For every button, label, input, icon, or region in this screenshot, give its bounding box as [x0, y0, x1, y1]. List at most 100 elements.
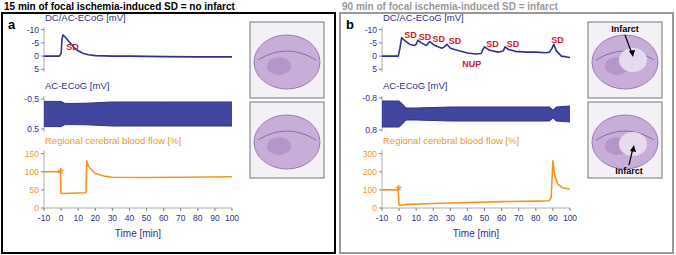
- x-tick: [501, 208, 502, 211]
- x-tick-label: 100: [563, 213, 577, 223]
- y-tick-label: 150: [25, 149, 39, 159]
- x-tick: [382, 208, 383, 211]
- y-tick: [41, 99, 44, 100]
- x-tick-label: 60: [159, 213, 169, 223]
- x-tick-label: -10: [376, 213, 389, 223]
- y-tick-label: -5: [31, 38, 39, 48]
- brain-slice: [592, 35, 658, 89]
- x-tick-label: 10: [411, 213, 421, 223]
- y-tick: [41, 69, 44, 70]
- panel-letter: b: [346, 17, 354, 32]
- y-tick-label: -0.8: [362, 93, 377, 103]
- x-tick-label: 50: [142, 213, 152, 223]
- x-tick-label: 40: [125, 213, 135, 223]
- y-tick: [379, 153, 382, 154]
- annotation: *: [396, 181, 402, 198]
- plot-area: [44, 161, 232, 194]
- brain-slice: [254, 35, 320, 89]
- x-axis: [44, 208, 232, 209]
- x-tick: [399, 208, 400, 211]
- y-tick: [379, 98, 382, 99]
- trace-line: [44, 161, 232, 194]
- y-axis: [44, 150, 45, 208]
- y-tick: [41, 56, 44, 57]
- y-tick: [379, 171, 382, 172]
- panel-letter: a: [8, 17, 16, 32]
- x-tick-label: 100: [225, 213, 239, 223]
- x-tick: [570, 208, 571, 211]
- y-tick: [41, 29, 44, 30]
- x-tick-label: 60: [497, 213, 507, 223]
- figure: 15 min of focal ischemia-induced SD = no…: [0, 0, 676, 255]
- x-axis: [382, 208, 570, 209]
- x-tick: [535, 208, 536, 211]
- y-axis: [382, 27, 383, 72]
- x-tick: [44, 208, 45, 211]
- x-tick: [433, 208, 434, 211]
- x-axis-label: Time [min]: [115, 228, 162, 239]
- x-tick-label: 20: [91, 213, 101, 223]
- y-axis: [44, 27, 45, 72]
- ac-band: [382, 101, 570, 127]
- axis-label: Regional cerebral blood flow [%]: [45, 135, 181, 146]
- y-tick-label: 100: [363, 185, 377, 195]
- y-tick-label: 200: [363, 167, 377, 177]
- brain-slice: [592, 115, 658, 169]
- plot-area: [382, 101, 570, 127]
- x-tick-label: 30: [446, 213, 456, 223]
- y-tick: [379, 69, 382, 70]
- infarct-area: [619, 48, 647, 72]
- axis-label: AC-ECoG [mV]: [383, 80, 447, 91]
- y-tick: [41, 42, 44, 43]
- ac-lower: [382, 101, 570, 110]
- annotation: SD: [432, 34, 445, 44]
- trace-line: [44, 35, 232, 57]
- trace-line: [382, 161, 570, 205]
- x-tick: [552, 208, 553, 211]
- y-tick-label: 300: [363, 149, 377, 159]
- x-tick: [450, 208, 451, 211]
- x-axis-label: Time [min]: [453, 228, 500, 239]
- axis-label: Regional cerebral blood flow [%]: [383, 135, 519, 146]
- arrow-head: [630, 145, 636, 152]
- x-tick: [61, 208, 62, 211]
- ac-lower: [44, 101, 232, 103]
- y-tick: [379, 208, 382, 209]
- y-tick-label: 5: [372, 64, 377, 74]
- x-tick-label: 70: [176, 213, 186, 223]
- x-tick: [518, 208, 519, 211]
- y-tick-label: -10: [365, 25, 378, 35]
- x-tick-label: 30: [108, 213, 118, 223]
- y-tick-label: 5: [34, 64, 39, 74]
- annotation: SD: [404, 30, 417, 40]
- axis-label: AC-ECoG [mV]: [45, 80, 109, 91]
- brain-slice-frame: [250, 102, 324, 178]
- panel-frame: [340, 13, 673, 253]
- x-tick: [78, 208, 79, 211]
- x-tick-label: 0: [397, 213, 402, 223]
- plot-area: [382, 38, 570, 58]
- y-tick-label: -0.5: [24, 94, 39, 104]
- y-tick-label: 0.8: [365, 125, 377, 135]
- y-axis: [382, 150, 383, 208]
- y-tick: [379, 56, 382, 57]
- x-tick-label: 10: [73, 213, 83, 223]
- plot-area: [44, 101, 232, 126]
- ac-upper: [382, 118, 570, 127]
- x-tick: [129, 208, 130, 211]
- x-tick: [95, 208, 96, 211]
- x-tick-label: 70: [514, 213, 524, 223]
- arrow-head: [629, 50, 635, 57]
- x-tick: [163, 208, 164, 211]
- image-label: Infarct: [615, 166, 643, 176]
- x-tick-label: 0: [59, 213, 64, 223]
- brain-fold: [258, 131, 316, 140]
- x-tick: [180, 208, 181, 211]
- brain-structure: [267, 137, 291, 155]
- brain-slice-frame: [588, 102, 662, 178]
- brain-slice-frame: [588, 22, 662, 98]
- y-tick: [379, 29, 382, 30]
- x-tick-label: -10: [38, 213, 51, 223]
- x-tick: [214, 208, 215, 211]
- y-tick-label: 0: [34, 203, 39, 213]
